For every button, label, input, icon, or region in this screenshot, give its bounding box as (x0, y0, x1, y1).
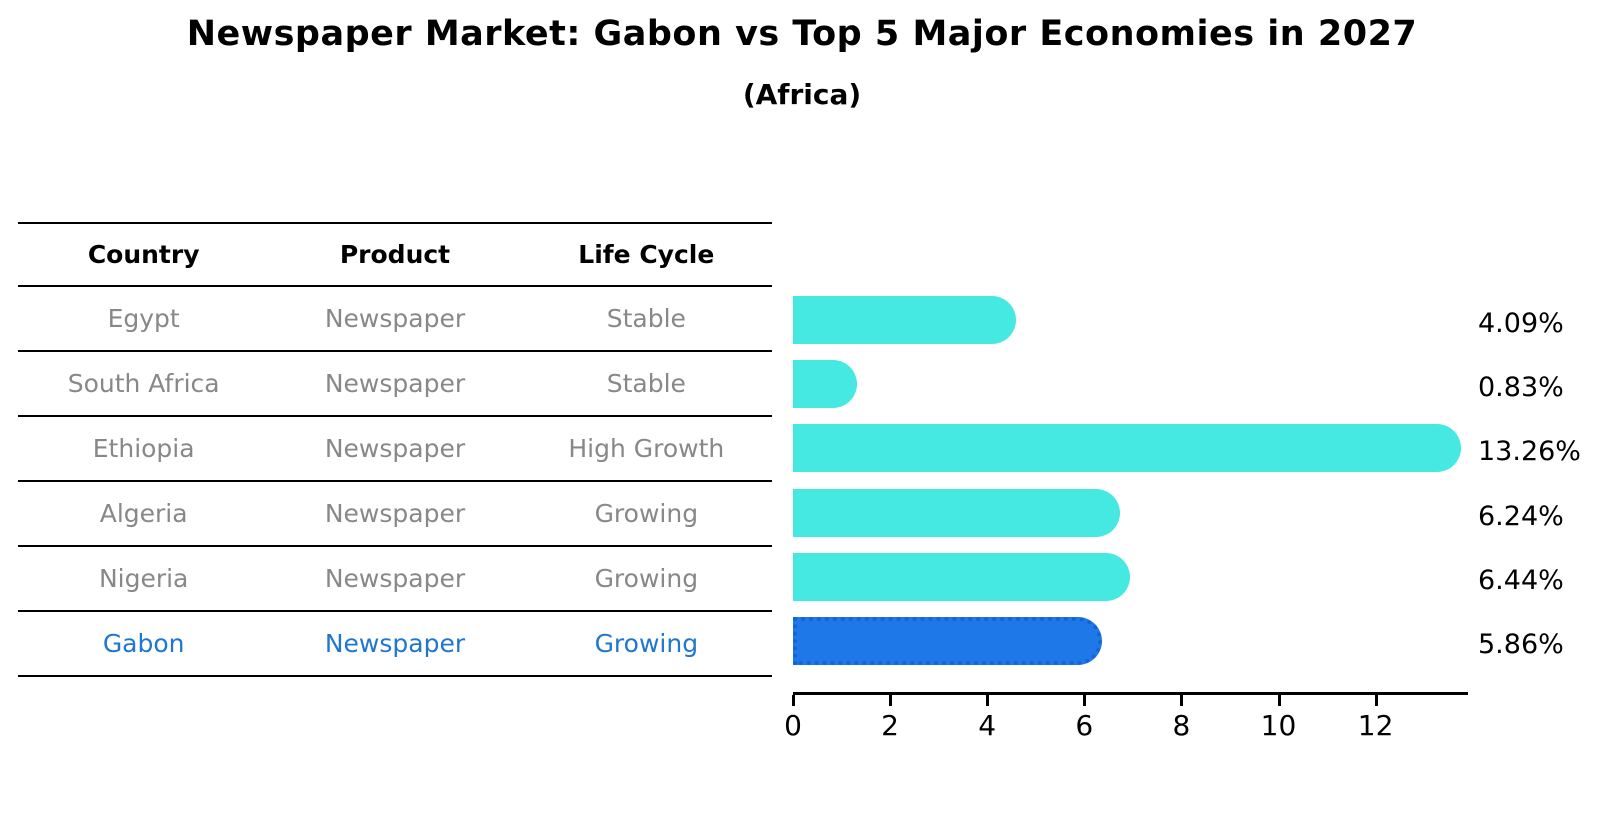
bar-south-africa (793, 360, 858, 409)
cell-life-cycle: Growing (594, 564, 699, 593)
value-label-south-africa: 0.83% (1478, 372, 1564, 404)
cell-product: Newspaper (324, 369, 466, 398)
cell-product: Newspaper (324, 434, 466, 463)
cell-product: Newspaper (324, 499, 466, 528)
x-tick-label-12: 12 (1357, 709, 1394, 742)
bar-egypt (793, 296, 1016, 344)
bar-algeria (793, 488, 1120, 537)
value-label-algeria: 6.24% (1478, 500, 1564, 532)
table-row-algeria: Algeria Newspaper Growing (18, 482, 772, 547)
table-row-ethiopia: Ethiopia Newspaper High Growth (18, 417, 772, 482)
cell-product: Newspaper (324, 304, 466, 333)
table-row-nigeria: Nigeria Newspaper Growing (18, 547, 772, 612)
country-table: Country Product Life Cycle Egypt Newspape… (18, 222, 772, 677)
table-header-row: Country Product Life Cycle (18, 224, 772, 287)
x-tick-mark-10 (1277, 695, 1281, 706)
x-tick-mark-12 (1374, 695, 1378, 706)
x-tick-label-0: 0 (784, 709, 802, 742)
cell-country: Ethiopia (92, 434, 195, 463)
value-label-egypt: 4.09% (1478, 308, 1564, 339)
cell-life-cycle: Growing (594, 629, 699, 658)
chart-title: Newspaper Market: Gabon vs Top 5 Major E… (186, 14, 1418, 54)
bar-plot: 0 2 4 6 8 10 12 (784, 290, 1468, 750)
x-tick-label-6: 6 (1075, 709, 1094, 742)
table-row-gabon: Gabon Newspaper Growing (18, 612, 772, 677)
chart-subtitle: (Africa) (742, 78, 862, 111)
table-body: Egypt Newspaper Stable South Africa Newspape… (18, 287, 772, 677)
table-row-south-africa: South Africa Newspaper Stable (18, 352, 772, 417)
x-tick-label-10: 10 (1260, 709, 1297, 742)
table-header-product: Product (339, 240, 451, 269)
table-header-country: Country (87, 240, 200, 269)
value-label-gabon: 5.86% (1478, 629, 1564, 660)
x-tick-mark-8 (1180, 695, 1184, 706)
x-axis-line (793, 692, 1468, 695)
x-tick-mark-0 (792, 695, 795, 706)
cell-life-cycle: Stable (606, 369, 686, 398)
table-row-egypt: Egypt Newspaper Stable (18, 287, 772, 352)
cell-country: Nigeria (98, 564, 189, 593)
cell-life-cycle: Growing (594, 499, 699, 528)
value-label-ethiopia: 13.26% (1478, 436, 1581, 468)
cell-country: Egypt (107, 304, 180, 333)
cell-product: Newspaper (324, 629, 466, 658)
x-tick-label-2: 2 (881, 709, 899, 742)
table-header-lifecycle: Life Cycle (578, 240, 715, 269)
cell-life-cycle: Stable (606, 304, 686, 333)
bar-nigeria (793, 552, 1130, 601)
x-tick-label-8: 8 (1172, 709, 1191, 742)
x-tick-mark-2 (889, 695, 893, 706)
cell-country: South Africa (67, 369, 220, 398)
bar-ethiopia (793, 424, 1461, 473)
x-tick-mark-6 (1083, 695, 1087, 706)
value-label-nigeria: 6.44% (1478, 564, 1564, 596)
x-tick-label-4: 4 (978, 709, 997, 742)
cell-country: Algeria (99, 499, 188, 528)
bar-gabon (793, 617, 1102, 665)
cell-product: Newspaper (324, 564, 466, 593)
x-tick-mark-4 (986, 695, 990, 706)
cell-country: Gabon (102, 629, 185, 658)
cell-life-cycle: High Growth (568, 434, 725, 463)
